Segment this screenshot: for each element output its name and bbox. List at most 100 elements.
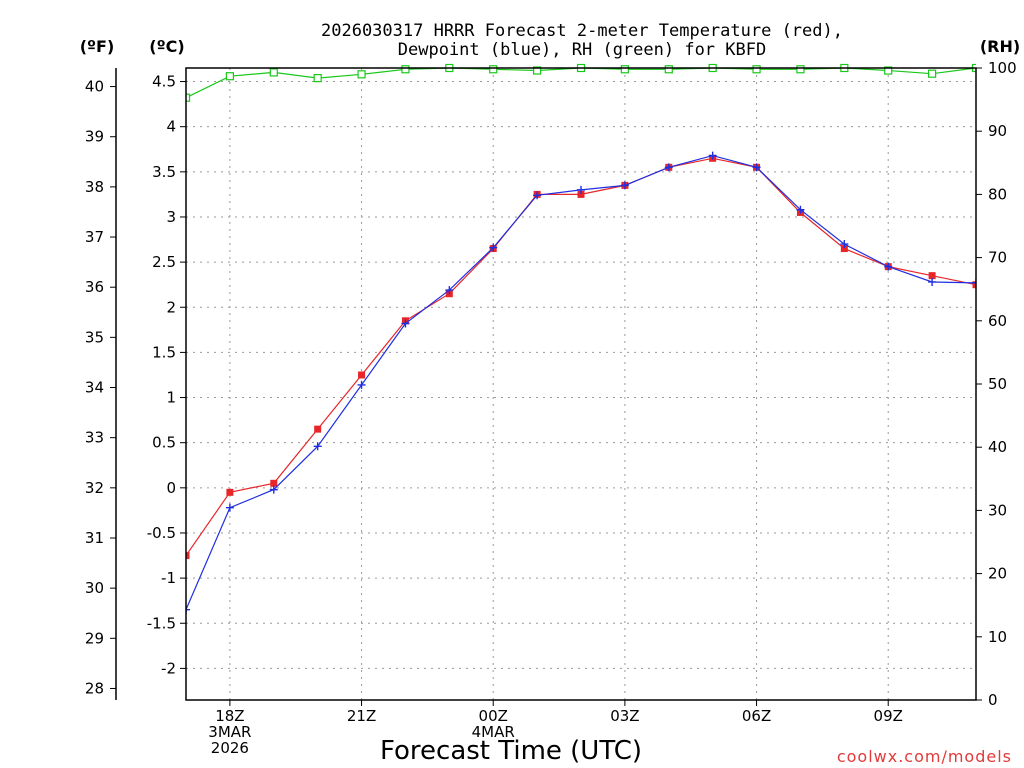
- rh-tick-label: 60: [988, 312, 1007, 330]
- dewpoint-point: [620, 181, 629, 190]
- rh-unit-label: (RH): [980, 37, 1020, 56]
- rh-tick-label: 80: [988, 185, 1007, 203]
- celsius-unit-label: (ºC): [149, 37, 184, 56]
- x-axis-title: Forecast Time (UTC): [380, 736, 642, 766]
- time-tick-label: 03Z: [610, 707, 639, 725]
- series-layer: [186, 63, 976, 614]
- rh-point: [752, 65, 761, 74]
- dewpoint-point: [884, 262, 893, 271]
- time-tick-label: 18Z: [215, 707, 244, 725]
- rh-tick-label: 30: [988, 501, 1007, 519]
- temperature-point: [840, 245, 848, 253]
- dewpoint-point: [708, 151, 717, 160]
- fahrenheit-unit-label: (ºF): [80, 37, 115, 56]
- rh-axis: 0 10 20 30 40 50 60 70 80 90 100: [976, 59, 1017, 709]
- dewpoint-point: [313, 442, 322, 451]
- temperature-line: [186, 157, 976, 556]
- dewpoint-point: [533, 191, 542, 200]
- fahrenheit-tick-label: 38: [85, 178, 104, 196]
- rh-point: [401, 65, 410, 74]
- rh-tick-label: 50: [988, 375, 1007, 393]
- celsius-tick-label: -2: [161, 659, 176, 677]
- fahrenheit-tick-label: 31: [85, 529, 104, 547]
- fahrenheit-tick-label: 34: [85, 379, 104, 397]
- rh-point: [269, 68, 278, 77]
- time-tick-label: 06Z: [742, 707, 771, 725]
- dewpoint-point: [357, 380, 366, 389]
- rh-point: [533, 66, 542, 75]
- dewpoint-point: [489, 243, 498, 252]
- temperature-point: [226, 488, 234, 496]
- chart-title-line-2: Dewpoint (blue), RH (green) for KBFD: [398, 40, 766, 60]
- rh-tick-label: 90: [988, 122, 1007, 140]
- dewpoint-point: [664, 163, 673, 172]
- temperature-point: [928, 272, 936, 280]
- grid-lines: [186, 68, 976, 700]
- fahrenheit-tick-label: 35: [85, 328, 104, 346]
- celsius-axis: -2 -1.5 -1 -0.5 0 0.5 1 1.5 2 2.5 3 3.5 4 4.5: [147, 73, 186, 677]
- rh-point: [357, 70, 366, 79]
- rh-point: [489, 65, 498, 74]
- chart-title-line-1: 2026030317 HRRR Forecast 2-meter Tempera…: [321, 21, 843, 41]
- plot-frame: [185, 67, 977, 701]
- temperature-point: [270, 479, 278, 487]
- series-temperature: [186, 154, 976, 560]
- fahrenheit-tick-label: 36: [85, 278, 104, 296]
- rh-point: [620, 65, 629, 74]
- celsius-tick-label: 4: [166, 118, 176, 136]
- rh-tick-label: 10: [988, 628, 1007, 646]
- celsius-tick-label: 3.5: [152, 163, 176, 181]
- celsius-tick-label: -1.5: [147, 614, 176, 632]
- celsius-tick-label: 4.5: [152, 73, 176, 91]
- temperature-point: [358, 371, 366, 379]
- rh-tick-label: 0: [988, 691, 998, 709]
- time-tick-label: 09Z: [874, 707, 903, 725]
- time-tick-label: 00Z: [479, 707, 508, 725]
- celsius-tick-label: 1.5: [152, 343, 176, 361]
- rh-tick-label: 100: [988, 59, 1017, 77]
- temperature-point: [577, 190, 585, 198]
- dewpoint-point: [577, 185, 585, 194]
- dewpoint-point: [928, 277, 937, 286]
- celsius-tick-label: 0.5: [152, 434, 176, 452]
- dewpoint-point: [840, 240, 849, 249]
- fahrenheit-tick-label: 40: [85, 78, 104, 96]
- dewpoint-point: [796, 205, 805, 214]
- fahrenheit-tick-label: 29: [85, 629, 104, 647]
- fahrenheit-tick-label: 30: [85, 579, 104, 597]
- series-dewpoint: [186, 151, 976, 614]
- time-tick-label: 4MAR: [472, 723, 515, 741]
- dewpoint-point: [972, 278, 976, 287]
- rh-point: [664, 65, 673, 74]
- temperature-point: [186, 552, 190, 560]
- dewpoint-point: [269, 485, 278, 494]
- dewpoint-line: [186, 154, 976, 610]
- celsius-tick-label: 0: [166, 479, 176, 497]
- rh-tick-label: 70: [988, 249, 1007, 267]
- rh-tick-label: 20: [988, 565, 1007, 583]
- series-rh: [186, 63, 976, 102]
- fahrenheit-tick-label: 28: [85, 679, 104, 697]
- dewpoint-point: [752, 163, 761, 172]
- rh-point: [186, 93, 191, 102]
- rh-line: [186, 67, 976, 99]
- time-tick-label: 2026: [211, 739, 249, 757]
- time-tick-label: 21Z: [347, 707, 376, 725]
- rh-point: [796, 65, 805, 74]
- fahrenheit-tick-label: 32: [85, 479, 104, 497]
- rh-point: [884, 66, 893, 75]
- fahrenheit-tick-label: 33: [85, 429, 104, 447]
- fahrenheit-axis: 28 29 30 31 32 33 34 35 36 37 38 39 40: [85, 68, 117, 700]
- celsius-tick-label: 2: [166, 298, 176, 316]
- dewpoint-point: [225, 503, 234, 512]
- celsius-tick-label: 2.5: [152, 253, 176, 271]
- rh-point: [313, 74, 322, 83]
- celsius-tick-label: -0.5: [147, 524, 176, 542]
- temperature-point: [314, 425, 322, 433]
- rh-point: [928, 69, 937, 78]
- fahrenheit-tick-label: 39: [85, 128, 104, 146]
- fahrenheit-tick-label: 37: [85, 228, 104, 246]
- celsius-tick-label: 1: [166, 389, 176, 407]
